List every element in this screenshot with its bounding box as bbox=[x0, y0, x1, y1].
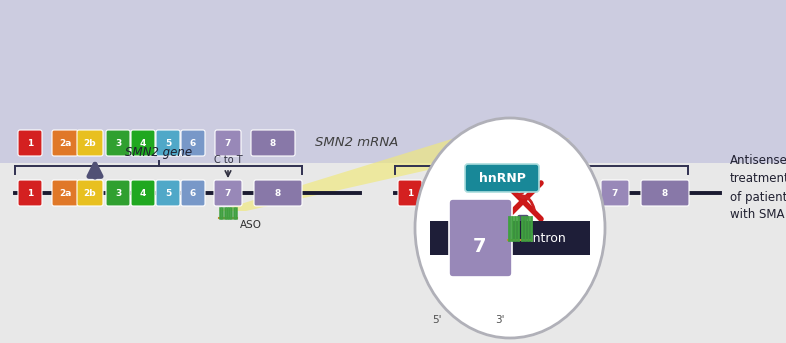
Text: 2b: 2b bbox=[83, 189, 97, 198]
Text: 7: 7 bbox=[612, 189, 618, 198]
FancyBboxPatch shape bbox=[254, 180, 302, 206]
Text: 5: 5 bbox=[545, 189, 551, 198]
Text: 8: 8 bbox=[275, 189, 281, 198]
Text: 7: 7 bbox=[225, 189, 231, 198]
Text: 2b: 2b bbox=[83, 139, 97, 147]
FancyBboxPatch shape bbox=[511, 180, 535, 206]
Text: 3: 3 bbox=[495, 189, 501, 198]
FancyBboxPatch shape bbox=[214, 180, 242, 206]
FancyBboxPatch shape bbox=[77, 130, 103, 156]
Text: SMN2 mRNA: SMN2 mRNA bbox=[315, 137, 399, 150]
Text: 8: 8 bbox=[662, 189, 668, 198]
FancyBboxPatch shape bbox=[0, 163, 786, 343]
FancyBboxPatch shape bbox=[106, 180, 130, 206]
FancyBboxPatch shape bbox=[52, 130, 78, 156]
FancyBboxPatch shape bbox=[156, 130, 180, 156]
Text: 6: 6 bbox=[190, 139, 196, 147]
Text: 5: 5 bbox=[165, 189, 171, 198]
FancyBboxPatch shape bbox=[601, 180, 629, 206]
Text: 7: 7 bbox=[473, 237, 487, 256]
Text: ASO: ASO bbox=[240, 220, 262, 230]
Text: Intron: Intron bbox=[530, 232, 567, 245]
Text: 1: 1 bbox=[407, 189, 413, 198]
FancyBboxPatch shape bbox=[181, 180, 205, 206]
Text: 4: 4 bbox=[520, 189, 526, 198]
Text: 2a: 2a bbox=[59, 189, 72, 198]
Text: 6: 6 bbox=[570, 189, 576, 198]
FancyBboxPatch shape bbox=[457, 180, 483, 206]
FancyBboxPatch shape bbox=[398, 180, 422, 206]
Text: 2b: 2b bbox=[464, 189, 476, 198]
FancyBboxPatch shape bbox=[561, 180, 585, 206]
Text: 8: 8 bbox=[270, 139, 276, 147]
Text: C to T: C to T bbox=[214, 155, 242, 165]
FancyBboxPatch shape bbox=[181, 130, 205, 156]
FancyBboxPatch shape bbox=[251, 130, 295, 156]
Text: 4: 4 bbox=[140, 189, 146, 198]
FancyBboxPatch shape bbox=[18, 180, 42, 206]
Text: Antisense
treatment
of patient
with SMA: Antisense treatment of patient with SMA bbox=[730, 154, 786, 222]
FancyBboxPatch shape bbox=[465, 164, 539, 192]
FancyBboxPatch shape bbox=[77, 180, 103, 206]
FancyBboxPatch shape bbox=[52, 180, 78, 206]
FancyBboxPatch shape bbox=[432, 180, 458, 206]
FancyBboxPatch shape bbox=[449, 199, 512, 277]
Text: 5: 5 bbox=[165, 139, 171, 147]
FancyBboxPatch shape bbox=[430, 221, 590, 255]
Text: 1: 1 bbox=[27, 189, 33, 198]
Text: SMN2 gene: SMN2 gene bbox=[125, 146, 192, 159]
Text: 3': 3' bbox=[495, 315, 505, 325]
FancyBboxPatch shape bbox=[486, 180, 510, 206]
Text: 7: 7 bbox=[225, 139, 231, 147]
Text: 4: 4 bbox=[140, 139, 146, 147]
Text: hnRNP: hnRNP bbox=[479, 172, 525, 185]
FancyBboxPatch shape bbox=[106, 130, 130, 156]
FancyBboxPatch shape bbox=[0, 0, 786, 163]
FancyBboxPatch shape bbox=[131, 180, 155, 206]
FancyBboxPatch shape bbox=[131, 130, 155, 156]
Text: 2a: 2a bbox=[439, 189, 451, 198]
Polygon shape bbox=[218, 138, 570, 211]
Text: 1: 1 bbox=[27, 139, 33, 147]
Text: 6: 6 bbox=[190, 189, 196, 198]
Text: 5': 5' bbox=[432, 315, 442, 325]
FancyBboxPatch shape bbox=[536, 180, 560, 206]
FancyBboxPatch shape bbox=[18, 130, 42, 156]
Text: 3: 3 bbox=[115, 139, 121, 147]
Text: 2a: 2a bbox=[59, 139, 72, 147]
FancyBboxPatch shape bbox=[215, 130, 241, 156]
FancyBboxPatch shape bbox=[641, 180, 689, 206]
Text: 3: 3 bbox=[115, 189, 121, 198]
FancyBboxPatch shape bbox=[156, 180, 180, 206]
Text: SMN1 gene: SMN1 gene bbox=[508, 146, 575, 159]
Ellipse shape bbox=[415, 118, 605, 338]
